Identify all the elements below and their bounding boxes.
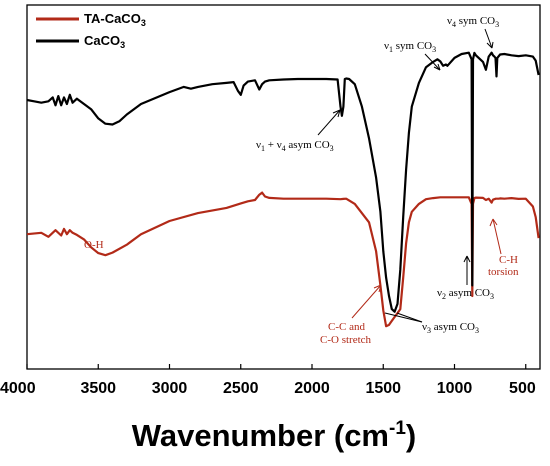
annotations: ν4 sym CO3 ν1 sym CO3 ν1 + ν4 asym CO3 O… [84,15,519,346]
x-tick-label: 1500 [365,380,401,397]
annotation-ch: C-H [499,254,518,266]
arrow-cc-co [351,284,382,319]
x-tick-label: 2500 [223,380,259,397]
x-axis-ticks: 4000 3500 3000 2500 2000 1500 1000 500 [0,364,536,397]
annotation-oh: O-H [84,239,104,251]
annotation-co-stretch: C-O stretch [320,334,372,346]
arrow-v1-v4-asym [317,109,341,136]
annotation-v3-asym: ν3 asym CO3 [422,321,479,335]
annotation-v4-sym: ν4 sym CO3 [447,15,499,29]
arrow-ch-torsion [492,218,502,255]
series-layer [26,51,540,328]
series-line-caco3 [26,51,540,313]
arrow-v4-sym [484,28,493,49]
arrowhead-ch-torsion [489,218,498,227]
series-line-ta-caco3 [26,191,540,328]
legend-label-caco3: CaCO3 [84,33,125,50]
x-tick-label: 3500 [80,380,116,397]
legend-label-ta-caco3: TA-CaCO3 [84,11,146,28]
plot-frame [26,4,541,370]
annotation-cc: C-C and [328,321,365,333]
x-axis-label: Wavenumber (cm-1) [132,418,416,453]
arrowhead-v4-sym [486,41,494,49]
arrow-v1-sym [424,53,441,71]
arrowhead-cc-co [373,284,382,293]
arrow-v3-asym-b [384,312,423,323]
arrowhead-v2-asym [463,255,471,263]
annotation-torsion: torsion [488,266,519,278]
x-tick-label: 1000 [437,380,473,397]
arrowhead-v1-v4-asym [332,109,341,118]
annotation-v2-asym: ν2 asym CO3 [437,287,494,301]
x-tick-label: 2000 [294,380,330,397]
arrowhead-v1-sym [433,63,441,71]
x-tick-label: 4000 [0,380,36,397]
legend: TA-CaCO3 CaCO3 [36,11,146,50]
annotation-v1-v4-asym: ν1 + ν4 asym CO3 [256,139,334,153]
x-tick-label: 500 [509,380,536,397]
x-tick-label: 3000 [152,380,188,397]
annotation-v1-sym: ν1 sym CO3 [384,40,436,54]
